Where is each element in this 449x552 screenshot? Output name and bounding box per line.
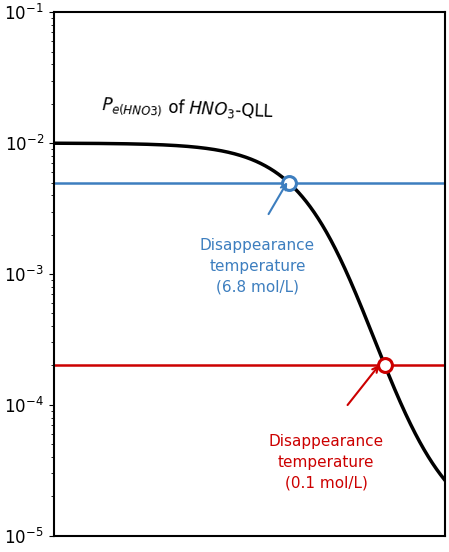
Text: Disappearance
temperature
(6.8 mol/L): Disappearance temperature (6.8 mol/L)	[200, 237, 315, 295]
Text: $\mathit{P}_{e(HNO3)}$ of $HNO_3$-QLL: $\mathit{P}_{e(HNO3)}$ of $HNO_3$-QLL	[101, 95, 274, 124]
Text: Disappearance
temperature
(0.1 mol/L): Disappearance temperature (0.1 mol/L)	[269, 434, 384, 491]
